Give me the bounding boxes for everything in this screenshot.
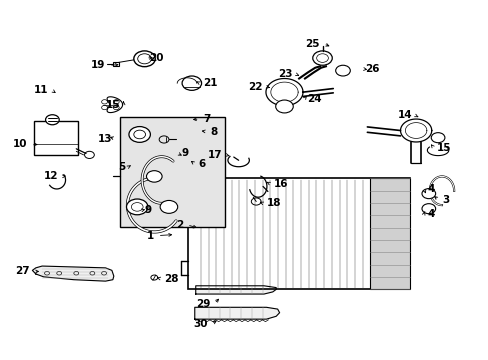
Circle shape bbox=[134, 51, 155, 67]
Text: 13: 13 bbox=[97, 134, 112, 144]
Text: 28: 28 bbox=[163, 274, 178, 284]
Text: 29: 29 bbox=[196, 299, 210, 309]
Bar bbox=[120, 117, 224, 226]
Text: 20: 20 bbox=[149, 53, 163, 63]
Circle shape bbox=[421, 204, 435, 214]
Circle shape bbox=[182, 76, 201, 90]
Text: 23: 23 bbox=[277, 69, 292, 79]
Circle shape bbox=[129, 127, 150, 142]
Circle shape bbox=[160, 201, 177, 213]
Text: 5: 5 bbox=[118, 162, 125, 172]
Text: 7: 7 bbox=[203, 114, 210, 124]
Text: 15: 15 bbox=[105, 100, 120, 110]
Text: 14: 14 bbox=[397, 111, 412, 121]
Circle shape bbox=[312, 51, 331, 65]
Circle shape bbox=[275, 100, 293, 113]
Text: 19: 19 bbox=[91, 60, 105, 70]
Text: 11: 11 bbox=[34, 85, 48, 95]
Circle shape bbox=[151, 275, 158, 280]
Text: 15: 15 bbox=[436, 143, 451, 153]
Text: 17: 17 bbox=[207, 150, 222, 160]
Text: 21: 21 bbox=[203, 78, 217, 88]
Text: 8: 8 bbox=[210, 127, 217, 136]
Text: 26: 26 bbox=[365, 64, 379, 74]
Text: 1: 1 bbox=[147, 231, 154, 240]
Text: 24: 24 bbox=[306, 94, 321, 104]
Circle shape bbox=[335, 65, 349, 76]
Text: 22: 22 bbox=[247, 82, 262, 92]
Bar bbox=[188, 178, 409, 289]
Circle shape bbox=[126, 199, 148, 215]
Bar bbox=[34, 121, 78, 155]
Polygon shape bbox=[32, 266, 114, 281]
Polygon shape bbox=[195, 286, 276, 294]
Text: 10: 10 bbox=[13, 139, 27, 149]
Text: 30: 30 bbox=[193, 319, 207, 329]
Text: 27: 27 bbox=[15, 266, 30, 276]
Text: 2: 2 bbox=[176, 220, 183, 230]
Circle shape bbox=[146, 171, 162, 182]
Text: 9: 9 bbox=[181, 148, 188, 158]
Text: 3: 3 bbox=[441, 195, 448, 205]
Circle shape bbox=[45, 115, 59, 125]
Text: 16: 16 bbox=[273, 179, 287, 189]
Text: 18: 18 bbox=[266, 198, 281, 208]
Text: 25: 25 bbox=[305, 39, 320, 49]
Text: 4: 4 bbox=[427, 184, 434, 194]
Bar bbox=[113, 62, 119, 66]
Bar bbox=[369, 178, 409, 289]
Circle shape bbox=[430, 133, 444, 143]
Text: 12: 12 bbox=[43, 171, 58, 181]
Text: 4: 4 bbox=[427, 209, 434, 219]
Circle shape bbox=[421, 189, 435, 199]
Text: 9: 9 bbox=[144, 206, 151, 216]
Polygon shape bbox=[194, 307, 279, 319]
Text: 6: 6 bbox=[198, 159, 205, 169]
